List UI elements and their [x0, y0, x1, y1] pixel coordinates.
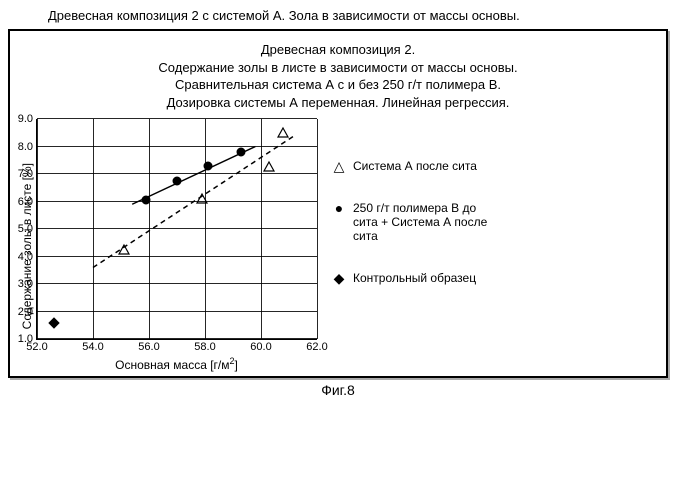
legend-item: △Система А после сита: [331, 159, 501, 173]
figure-number: Фиг.8: [8, 382, 668, 398]
figure-caption: Древесная композиция 2 с системой А. Зол…: [8, 8, 668, 23]
data-point: [48, 317, 60, 329]
regression-lines: [37, 119, 317, 339]
legend: △Система А после сита ●250 г/т полимера В…: [331, 159, 501, 313]
legend-item: ●250 г/т полимера В до сита + Система А …: [331, 201, 501, 243]
data-point: [196, 193, 208, 205]
x-axis-label: Основная масса [г/м2]: [36, 356, 317, 372]
legend-item: ◆Контрольный образец: [331, 271, 501, 285]
data-point: [277, 127, 289, 139]
data-point: [202, 160, 214, 172]
data-point: [140, 194, 152, 206]
y-axis-label: Содержание золы в листе [%]: [18, 163, 36, 329]
plot-area: 1.02.03.04.05.06.07.08.09.052.054.056.05…: [36, 119, 317, 340]
chart-title: Древесная композиция 2.Содержание золы в…: [18, 41, 658, 111]
data-point: [118, 244, 130, 256]
data-point: [235, 146, 247, 158]
data-point: [263, 161, 275, 173]
data-point: [171, 175, 183, 187]
chart-frame: Древесная композиция 2.Содержание золы в…: [8, 29, 668, 378]
